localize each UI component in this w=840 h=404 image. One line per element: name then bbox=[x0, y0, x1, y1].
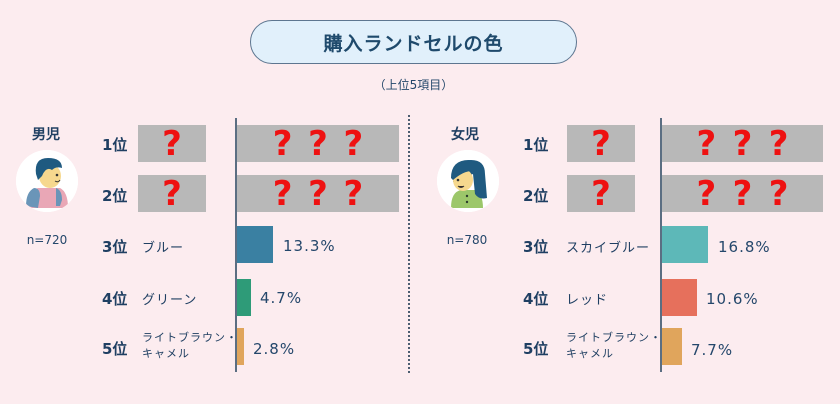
question-mark-icon: ? bbox=[696, 123, 717, 164]
boys-rank-5-label: ライトブラウン・ キャメル bbox=[142, 330, 238, 362]
boys-rank-5-label-line2: キャメル bbox=[142, 347, 190, 360]
question-mark-icon: ? bbox=[591, 123, 611, 164]
boys-bar-blue bbox=[237, 226, 273, 263]
boys-rank-1: 1位 bbox=[102, 136, 128, 154]
boys-sample-size: n=720 bbox=[26, 233, 68, 247]
girls-rank-4-label: レッド bbox=[566, 293, 609, 308]
girls-rank-5-label-line1: ライトブラウン・ bbox=[566, 331, 662, 344]
question-mark-icon: ? bbox=[343, 123, 364, 164]
boys-rank-2: 2位 bbox=[102, 187, 128, 205]
question-mark-icon: ? bbox=[732, 173, 753, 214]
girls-rank-5-label: ライトブラウン・ キャメル bbox=[566, 330, 662, 362]
boys-rank-4: 4位 bbox=[102, 290, 128, 308]
group-divider bbox=[408, 115, 410, 373]
boys-bar-green bbox=[237, 279, 251, 316]
girls-axis-line bbox=[660, 118, 662, 372]
boys-rank-2-hidden-label: ? bbox=[138, 175, 206, 212]
girls-rank-3-value: 16.8% bbox=[718, 238, 771, 256]
boy-with-backpack-icon bbox=[16, 150, 78, 212]
girls-bar-sky-blue bbox=[662, 226, 708, 263]
boys-bar-light-brown bbox=[237, 328, 244, 365]
boys-rank-3-value: 13.3% bbox=[283, 237, 336, 255]
girls-rank-3: 3位 bbox=[523, 238, 549, 256]
girls-rank-5-label-line2: キャメル bbox=[566, 347, 614, 360]
question-mark-icon: ? bbox=[272, 123, 293, 164]
girls-bar-red bbox=[662, 279, 697, 316]
question-mark-icon: ? bbox=[343, 173, 364, 214]
girls-rank-2: 2位 bbox=[523, 187, 549, 205]
question-mark-icon: ? bbox=[732, 123, 753, 164]
question-mark-icon: ? bbox=[162, 173, 182, 214]
boys-rank-1-hidden-label: ? bbox=[138, 125, 206, 162]
girls-rank-4: 4位 bbox=[523, 290, 549, 308]
boys-axis-line bbox=[235, 118, 237, 372]
chart-subtitle: （上位5項目） bbox=[373, 78, 454, 92]
chart-title: 購入ランドセルの色 bbox=[250, 20, 577, 64]
girls-rank-1: 1位 bbox=[523, 136, 549, 154]
question-mark-icon: ? bbox=[272, 173, 293, 214]
boys-rank-3: 3位 bbox=[102, 238, 128, 256]
girls-rank-3-label: スカイブルー bbox=[566, 241, 651, 256]
question-mark-icon: ? bbox=[591, 173, 611, 214]
boys-label: 男児 bbox=[32, 127, 60, 143]
question-mark-icon: ? bbox=[308, 123, 328, 164]
girls-label: 女児 bbox=[451, 127, 479, 143]
girls-rank-1-hidden-label: ? bbox=[567, 125, 635, 162]
question-mark-icon: ? bbox=[696, 173, 717, 214]
girls-rank-5: 5位 bbox=[523, 340, 549, 358]
boys-rank-3-label: ブルー bbox=[142, 241, 185, 256]
boys-rank-1-hidden-bar: ? ? ? bbox=[237, 125, 399, 162]
question-mark-icon: ? bbox=[768, 173, 789, 214]
girls-rank-2-hidden-bar: ? ? ? bbox=[662, 175, 823, 212]
boys-rank-5-label-line1: ライトブラウン・ bbox=[142, 331, 238, 344]
boys-rank-5: 5位 bbox=[102, 340, 128, 358]
question-mark-icon: ? bbox=[308, 173, 328, 214]
girl-with-backpack-icon bbox=[437, 150, 499, 212]
girls-sample-size: n=780 bbox=[446, 233, 488, 247]
girls-bar-light-brown bbox=[662, 328, 682, 365]
question-mark-icon: ? bbox=[162, 123, 182, 164]
girls-rank-2-hidden-label: ? bbox=[567, 175, 635, 212]
question-mark-icon: ? bbox=[768, 123, 789, 164]
boys-rank-4-label: グリーン bbox=[142, 293, 198, 308]
girls-rank-1-hidden-bar: ? ? ? bbox=[662, 125, 823, 162]
boys-rank-2-hidden-bar: ? ? ? bbox=[237, 175, 399, 212]
boys-rank-5-value: 2.8% bbox=[253, 340, 296, 358]
boys-rank-4-value: 4.7% bbox=[260, 289, 303, 307]
girls-rank-4-value: 10.6% bbox=[706, 290, 759, 308]
girls-rank-5-value: 7.7% bbox=[691, 341, 734, 359]
